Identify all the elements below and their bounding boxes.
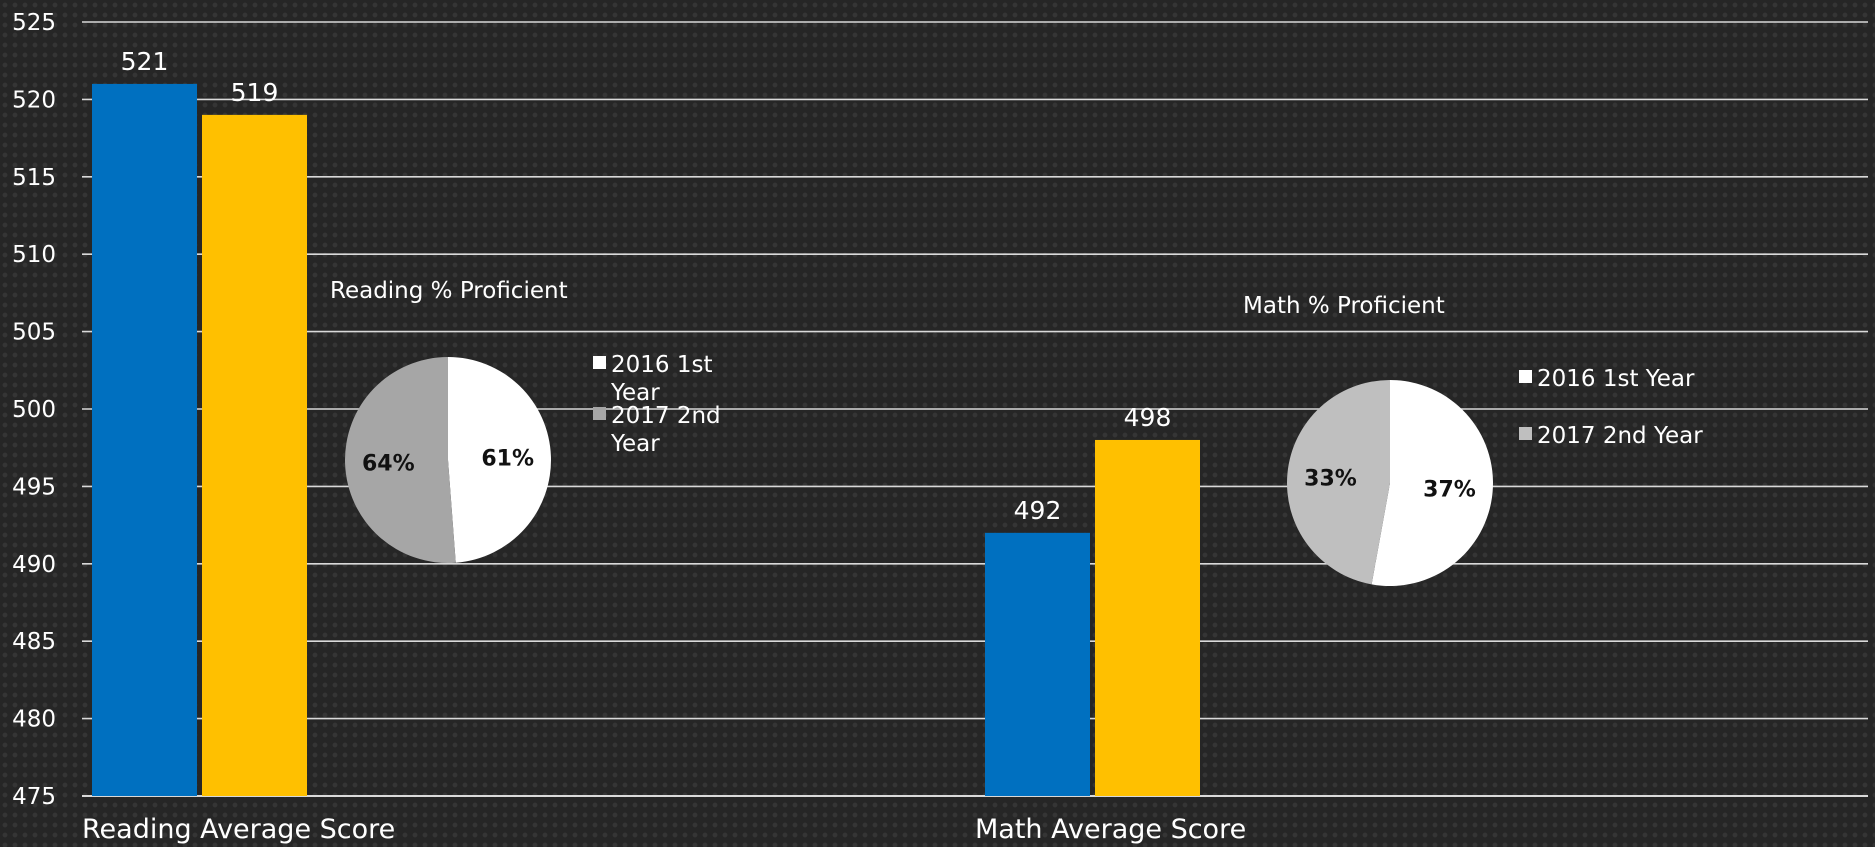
y-axis-tick-labels: 475 480 485 490 495 500 505 510 515 520 525 bbox=[12, 10, 56, 810]
legend-swatch bbox=[593, 407, 606, 420]
y-tick-label: 485 bbox=[12, 629, 56, 655]
pie-slice bbox=[344, 357, 456, 563]
y-tick-label: 500 bbox=[12, 397, 56, 423]
legend-item: 2016 1st Year bbox=[1519, 366, 1695, 392]
y-tick-label: 520 bbox=[12, 87, 56, 113]
pie-data-label: 61% bbox=[481, 447, 534, 472]
pie-chart: Math % Proficient 37% 33% 2016 1st Year 2017… bbox=[1243, 293, 1703, 586]
pie-title: Math % Proficient bbox=[1243, 293, 1445, 319]
pie-data-label: 33% bbox=[1304, 467, 1357, 492]
legend-label: 2017 2nd Year bbox=[610, 403, 721, 457]
bar bbox=[92, 83, 197, 797]
y-tick-label: 525 bbox=[12, 10, 56, 36]
legend-label: 2016 1st Year bbox=[610, 352, 712, 406]
pie-slice bbox=[1371, 380, 1494, 586]
gridlines bbox=[82, 21, 1868, 797]
y-tick-label: 495 bbox=[12, 474, 56, 500]
y-tick-label: 510 bbox=[12, 242, 56, 268]
y-tick-label: 480 bbox=[12, 707, 56, 733]
bar-series: 521 519 492 498 bbox=[92, 47, 1200, 797]
bar-data-label: 521 bbox=[121, 47, 169, 76]
bar-data-label: 492 bbox=[1014, 496, 1062, 525]
category-label: Math Average Score bbox=[975, 814, 1246, 845]
bar bbox=[202, 114, 307, 796]
pie-slice bbox=[1287, 380, 1390, 585]
category-labels: Reading Average Score Math Average Score bbox=[82, 814, 1246, 845]
legend-swatch bbox=[1519, 370, 1532, 383]
y-tick-label: 475 bbox=[12, 784, 56, 810]
pie-data-label: 37% bbox=[1423, 477, 1476, 502]
pie-chart: Reading % Proficient 61% 64% 2016 1st Year20… bbox=[330, 278, 721, 563]
bar-data-label: 519 bbox=[231, 78, 279, 107]
pie-slice bbox=[448, 357, 551, 563]
bar bbox=[1095, 439, 1200, 796]
y-tick-label: 515 bbox=[12, 165, 56, 191]
bar bbox=[985, 532, 1090, 796]
y-tick-label: 505 bbox=[12, 320, 56, 346]
category-label: Reading Average Score bbox=[82, 814, 395, 845]
legend-item: 2017 2nd Year bbox=[1519, 423, 1703, 449]
legend-swatch bbox=[593, 356, 606, 369]
pie-data-label: 64% bbox=[362, 451, 415, 476]
legend-label: 2016 1st Year bbox=[1537, 366, 1695, 392]
legend-label: 2017 2nd Year bbox=[1537, 423, 1703, 449]
y-tick-label: 490 bbox=[12, 552, 56, 578]
legend-swatch bbox=[1519, 427, 1532, 440]
bar-data-label: 498 bbox=[1124, 403, 1172, 432]
legend-item: 2016 1st Year bbox=[593, 352, 712, 406]
pie-title: Reading % Proficient bbox=[330, 278, 568, 304]
legend-item: 2017 2nd Year bbox=[593, 403, 721, 457]
